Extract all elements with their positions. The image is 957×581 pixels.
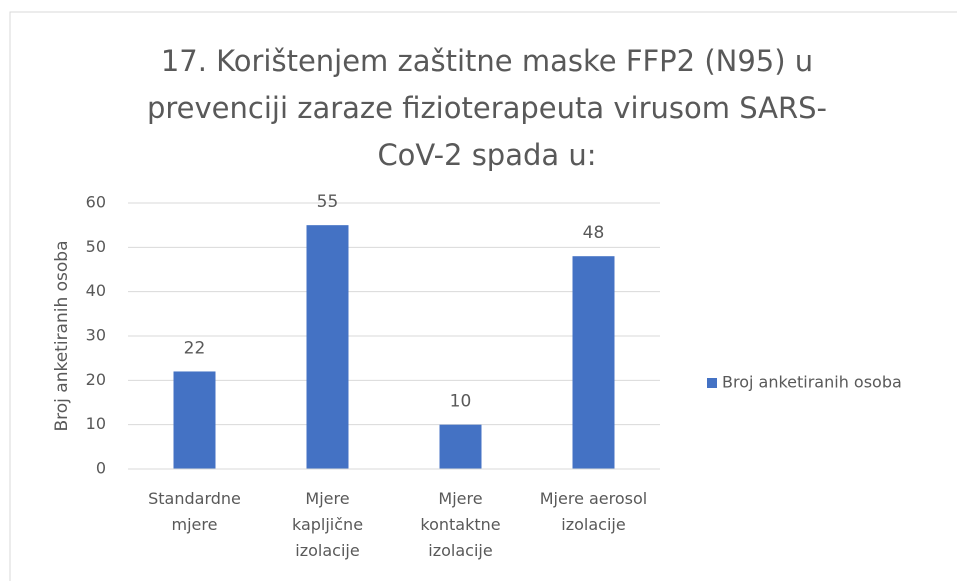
bar <box>439 424 482 469</box>
data-label: 22 <box>184 338 206 358</box>
y-tick-label: 20 <box>86 370 106 389</box>
y-tick-label: 0 <box>96 459 106 478</box>
x-tick-label: Standardne mjere <box>148 489 241 534</box>
x-tick-label: Mjere kapljične izolacije <box>291 489 364 560</box>
legend-swatch <box>707 378 717 388</box>
bar <box>572 256 615 469</box>
bar <box>306 225 349 469</box>
y-tick-label: 30 <box>86 326 106 345</box>
data-label: 55 <box>317 192 339 212</box>
x-tick-label: Mjere aerosol izolacije <box>539 489 648 534</box>
x-tick-label: Mjere kontaktne izolacije <box>420 489 501 560</box>
chart-title: 17. Korištenjem zaštitne maske FFP2 (N95… <box>146 44 828 172</box>
bar <box>173 371 216 469</box>
chart-border <box>9 11 957 581</box>
data-label: 48 <box>583 223 605 243</box>
data-label: 10 <box>450 392 472 412</box>
y-tick-label: 50 <box>86 237 106 256</box>
y-tick-label: 40 <box>86 281 106 300</box>
y-tick-label: 60 <box>86 193 106 212</box>
y-tick-label: 10 <box>86 414 106 433</box>
legend-label: Broj anketiranih osoba <box>722 373 902 392</box>
y-axis-label: Broj anketiranih osoba <box>52 240 72 431</box>
